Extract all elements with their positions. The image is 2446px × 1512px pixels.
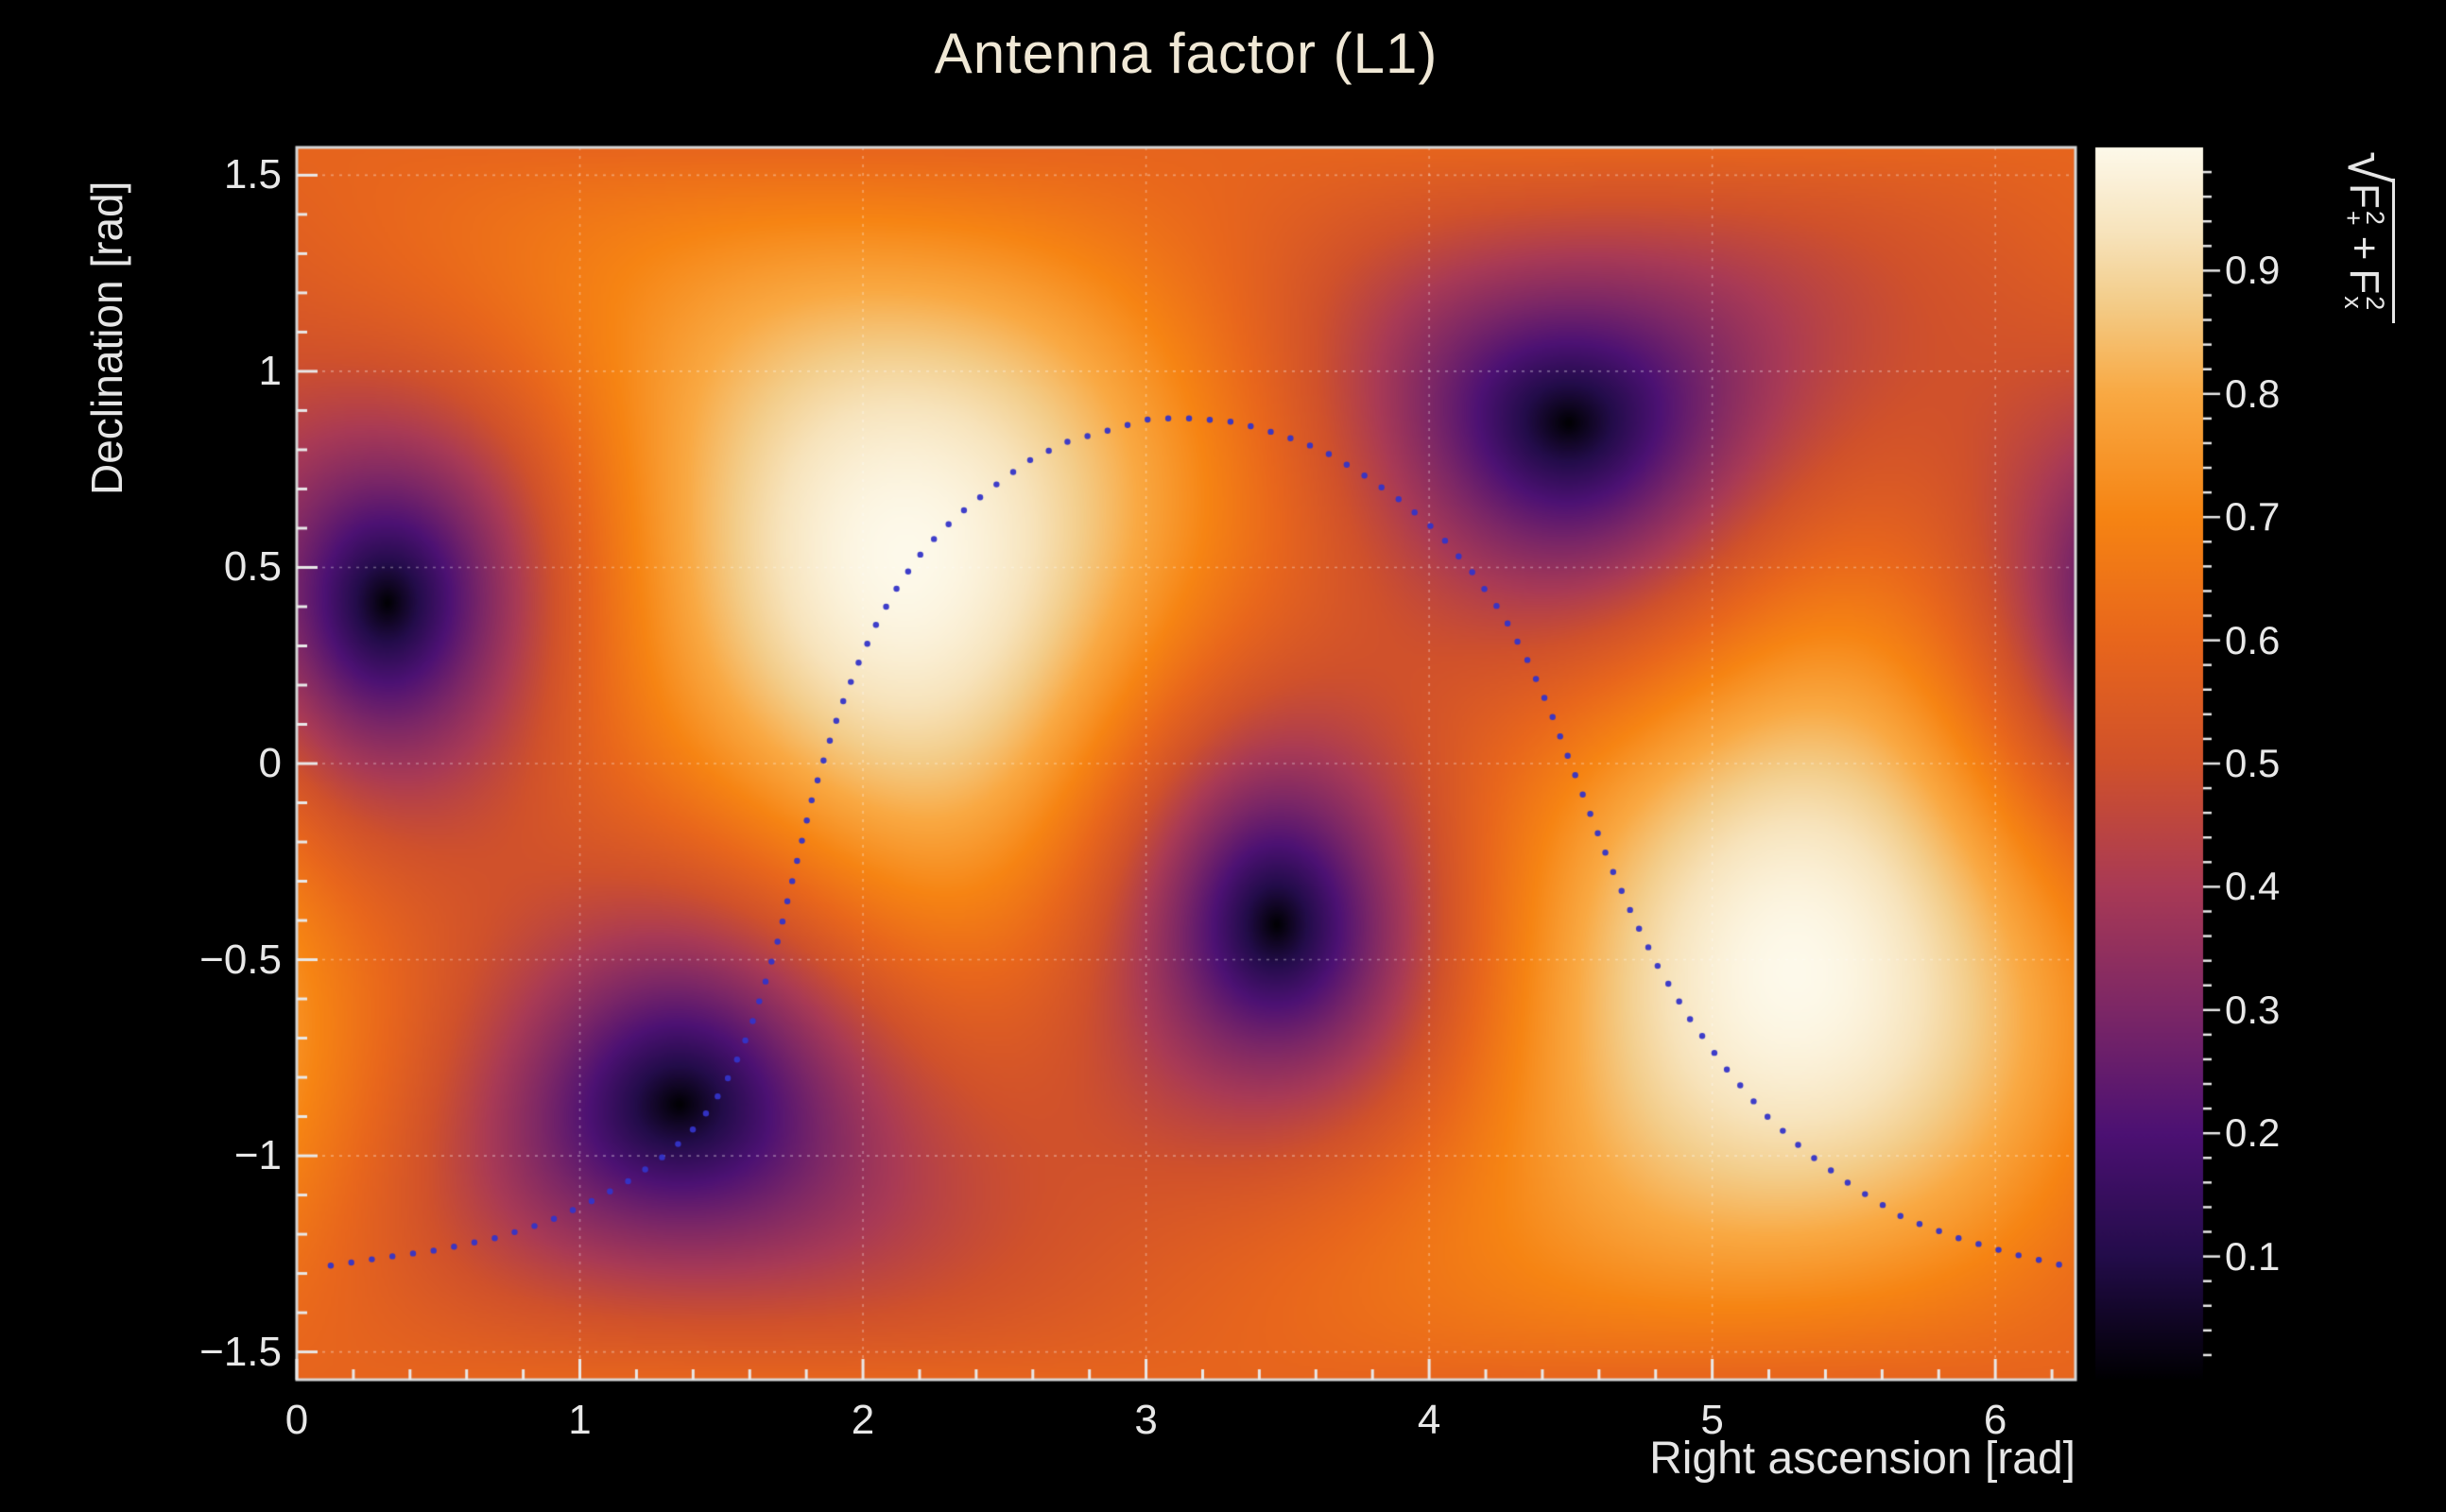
colorbar-tick-label: 0.5 bbox=[2225, 741, 2281, 785]
y-tick-label: −1 bbox=[233, 1132, 282, 1179]
y-tick-label: 0.5 bbox=[223, 543, 282, 591]
f-plus-subscript: + bbox=[2339, 210, 2368, 226]
f-cross-base: F bbox=[2341, 268, 2387, 295]
chart-title: Antenna factor (L1) bbox=[934, 22, 1438, 85]
f-cross-subscript: x bbox=[2339, 296, 2368, 309]
x-tick-label: 1 bbox=[568, 1397, 592, 1443]
colorbar-tick-label: 0.7 bbox=[2225, 494, 2281, 540]
x-tick-label: 2 bbox=[851, 1397, 875, 1443]
sqrt-radical-icon: √ bbox=[2335, 151, 2401, 184]
colorbar-tick-label: 0.9 bbox=[2225, 248, 2281, 293]
y-axis-title: Declination [rad] bbox=[82, 180, 131, 495]
colorbar-tick-label: 0.3 bbox=[2225, 987, 2281, 1032]
colorbar-tick-label: 0.6 bbox=[2225, 617, 2281, 662]
colorbar-tick-label: 0.8 bbox=[2225, 370, 2281, 416]
y-tick-label: 1 bbox=[258, 347, 282, 394]
y-tick-label: −0.5 bbox=[199, 936, 282, 983]
colorbar-tick-label: 0.1 bbox=[2225, 1233, 2281, 1279]
x-tick-label: 4 bbox=[1417, 1397, 1441, 1443]
x-tick-label: 6 bbox=[1983, 1397, 2007, 1443]
colorbar-tick-label: 0.2 bbox=[2225, 1110, 2281, 1156]
x-tick-label: 0 bbox=[284, 1397, 309, 1443]
y-tick-label: 1.5 bbox=[223, 151, 282, 198]
f-plus-base: F bbox=[2341, 183, 2387, 209]
plus-operator: + bbox=[2341, 235, 2387, 261]
x-tick-label: 3 bbox=[1134, 1397, 1158, 1443]
colorbar-tick-label: 0.4 bbox=[2225, 864, 2281, 909]
y-tick-label: 0 bbox=[258, 740, 282, 786]
f-plus-scripts: 2 + bbox=[2339, 210, 2389, 226]
y-tick-label: −1.5 bbox=[199, 1328, 282, 1375]
x-axis-title: Right ascension [rad] bbox=[1649, 1434, 2076, 1484]
x-tick-label: 5 bbox=[1700, 1397, 1724, 1443]
